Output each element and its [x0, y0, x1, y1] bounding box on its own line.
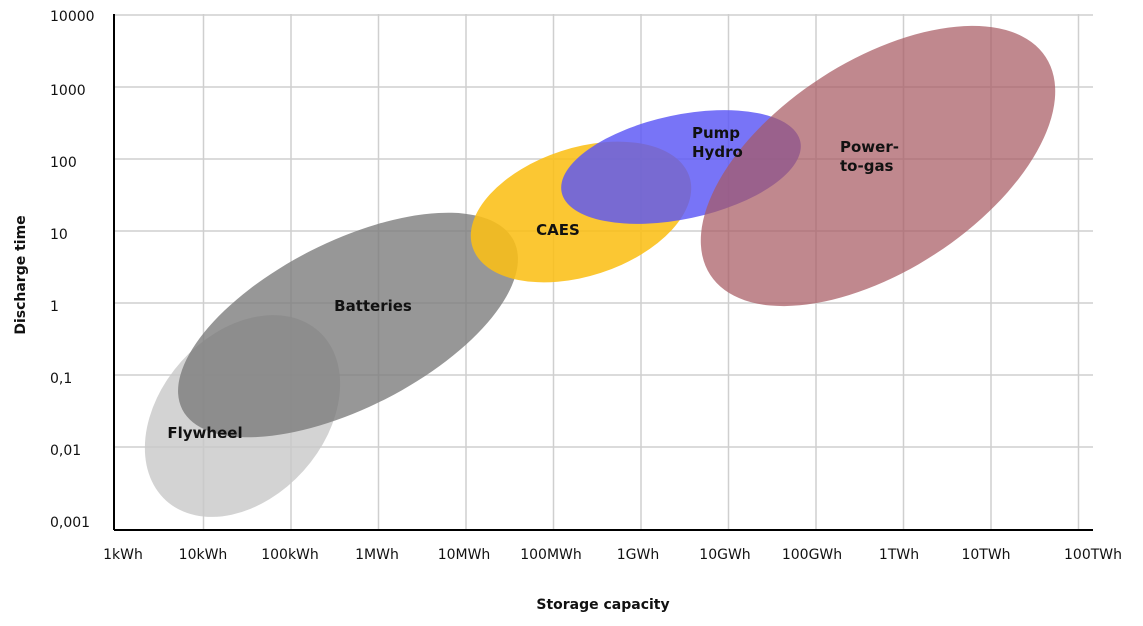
x-tick-labels: 1kWh 10kWh 100kWh 1MWh 10MWh 100MWh 1GWh 10GWh 1… — [103, 547, 1122, 563]
region-power-to-gas — [700, 25, 1056, 307]
y-tick-label: 0,1 — [50, 371, 72, 387]
y-axis-title: Discharge time — [13, 215, 29, 334]
regions — [144, 25, 1056, 517]
region-label-power-to-gas: to-gas — [840, 157, 894, 175]
y-tick-label: 100 — [50, 155, 77, 171]
x-tick-label: 100GWh — [782, 547, 842, 563]
y-tick-label: 10000 — [50, 9, 95, 25]
y-tick-label: 0,01 — [50, 443, 81, 459]
x-axis-title: Storage capacity — [536, 597, 669, 613]
axes — [113, 14, 1093, 531]
x-tick-label: 10MWh — [438, 547, 491, 563]
x-tick-label: 10TWh — [961, 547, 1010, 563]
x-tick-label: 10GWh — [699, 547, 750, 563]
x-tick-label: 100TWh — [1064, 547, 1122, 563]
y-tick-label: 1000 — [50, 83, 86, 99]
region-label-power-to-gas: Power- — [840, 138, 899, 156]
region-label-caes: CAES — [536, 221, 580, 239]
y-tick-label: 1 — [50, 299, 59, 315]
x-tick-label: 100kWh — [261, 547, 319, 563]
region-label-pump-hydro: Pump — [692, 124, 740, 142]
x-tick-label: 1MWh — [355, 547, 399, 563]
x-tick-label: 1kWh — [103, 547, 143, 563]
region-label-flywheel: Flywheel — [167, 424, 242, 442]
y-tick-label: 0,001 — [50, 515, 90, 531]
x-tick-label: 100MWh — [520, 547, 582, 563]
x-tick-label: 10kWh — [179, 547, 228, 563]
x-tick-label: 1GWh — [617, 547, 659, 563]
y-tick-labels: 0,001 0,01 0,1 1 10 100 1000 10000 — [50, 9, 95, 531]
region-batteries — [178, 212, 518, 438]
x-tick-label: 1TWh — [879, 547, 919, 563]
y-tick-label: 10 — [50, 227, 68, 243]
region-label-batteries: Batteries — [334, 297, 412, 315]
region-label-pump-hydro: Hydro — [692, 143, 743, 161]
